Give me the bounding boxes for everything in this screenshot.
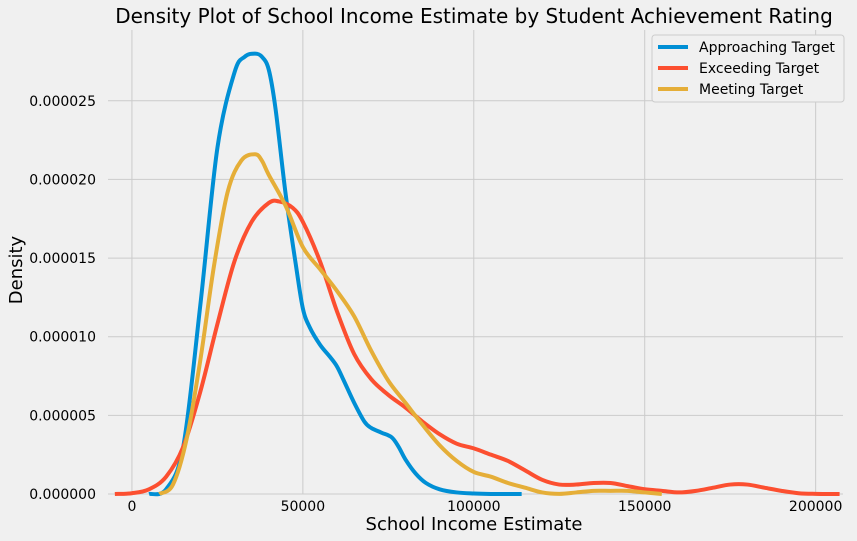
y-tick-label: 0.000000 bbox=[29, 487, 96, 503]
legend-label: Approaching Target bbox=[699, 40, 835, 56]
series-layer bbox=[114, 51, 840, 497]
series-line-exceeding-target bbox=[114, 198, 840, 496]
y-tick-label: 0.000020 bbox=[29, 172, 96, 188]
chart-title: Density Plot of School Income Estimate b… bbox=[115, 4, 833, 28]
x-tick-label: 100000 bbox=[447, 499, 500, 515]
y-tick-label: 0.000025 bbox=[29, 94, 96, 110]
legend-box bbox=[651, 34, 845, 103]
x-tick-label: 150000 bbox=[618, 499, 671, 515]
series-line-meeting-target bbox=[158, 152, 662, 496]
tick-labels: 0 50000 100000 150000 200000 0.000000 0.000005… bbox=[29, 94, 842, 515]
x-tick-label: 200000 bbox=[789, 499, 842, 515]
y-tick-label: 0.000010 bbox=[29, 330, 96, 346]
x-tick-label: 50000 bbox=[281, 499, 326, 515]
x-tick-label: 0 bbox=[127, 499, 136, 515]
legend-label: Exceeding Target bbox=[699, 61, 820, 77]
y-tick-label: 0.000005 bbox=[29, 408, 96, 424]
y-axis-label: Density bbox=[6, 235, 27, 304]
x-axis-label: School Income Estimate bbox=[366, 514, 583, 535]
legend-label: Meeting Target bbox=[699, 82, 804, 98]
series-line-approaching-target bbox=[148, 51, 522, 497]
y-tick-label: 0.000015 bbox=[29, 251, 96, 267]
legend: Approaching Target Exceeding Target Meetin… bbox=[651, 34, 845, 103]
